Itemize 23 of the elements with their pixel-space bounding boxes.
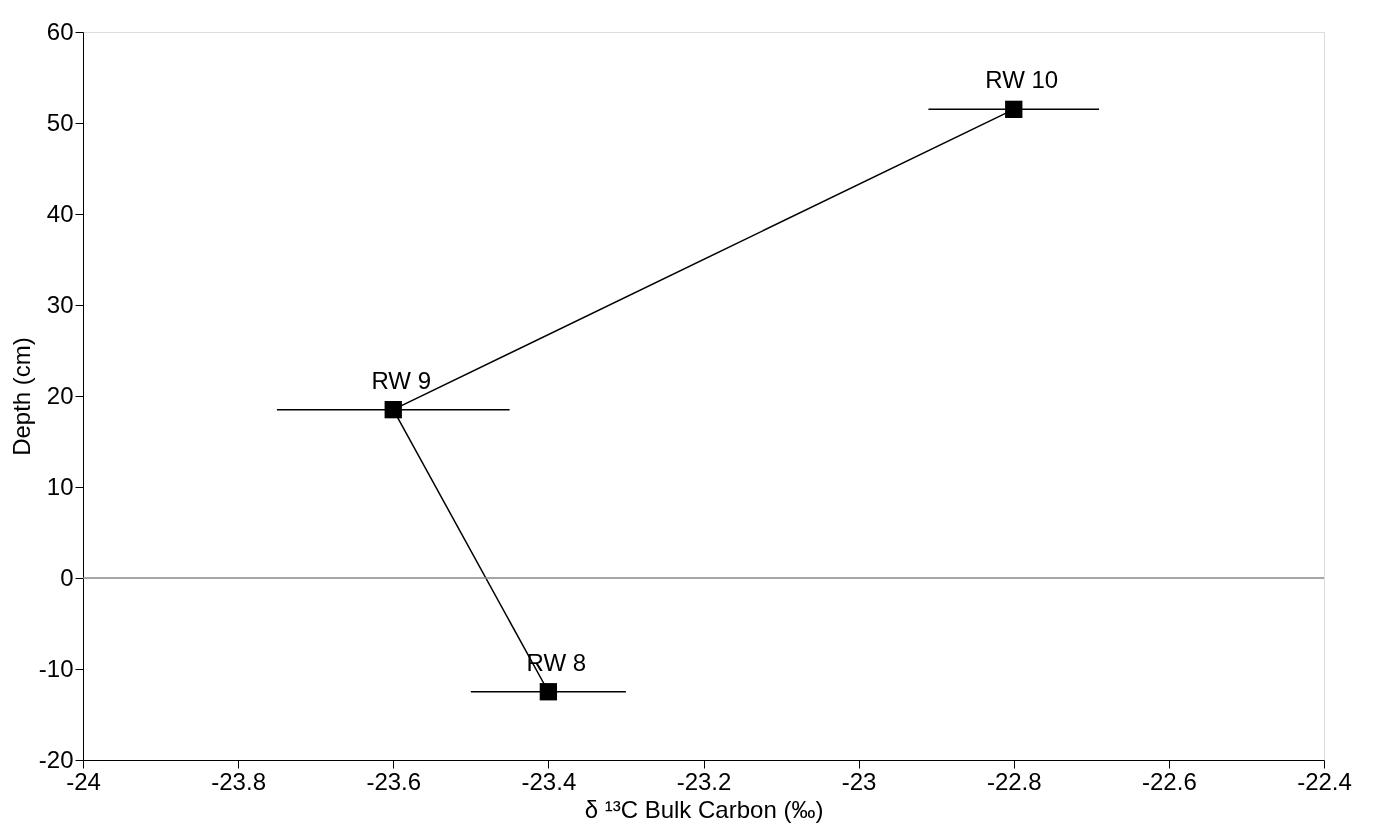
annotation: RW 10 xyxy=(985,66,1059,94)
y-tick-label: 60 xyxy=(46,17,74,45)
annotation: RW 9 xyxy=(371,366,432,394)
x-tick-label: -22.8 xyxy=(986,767,1042,795)
point xyxy=(539,683,558,701)
point xyxy=(384,400,402,419)
y-tick-label: 50 xyxy=(46,108,74,136)
x-tick-label: -23.6 xyxy=(366,767,422,795)
y-axis-title: Depth (cm) xyxy=(7,337,35,456)
y-tick-label: 30 xyxy=(46,290,74,318)
y-tick-label: 20 xyxy=(46,381,74,409)
y-tick-label: -10 xyxy=(38,654,74,682)
y-tick-label: 40 xyxy=(46,199,74,227)
x-tick-label: -23.8 xyxy=(211,767,266,795)
x-tick-label: -23 xyxy=(841,767,877,795)
x-axis-title: δ ¹³C Bulk Carbon (‰) xyxy=(584,795,824,823)
x-tick-label: -23.2 xyxy=(676,767,732,795)
x-tick-label: -22.6 xyxy=(1142,767,1197,795)
y-tick-label: 0 xyxy=(60,563,74,591)
y-tick-label: 10 xyxy=(46,472,74,500)
x-tick-label: -23.4 xyxy=(521,767,577,795)
point xyxy=(1005,100,1023,119)
x-tick-label: -22.4 xyxy=(1297,767,1352,795)
